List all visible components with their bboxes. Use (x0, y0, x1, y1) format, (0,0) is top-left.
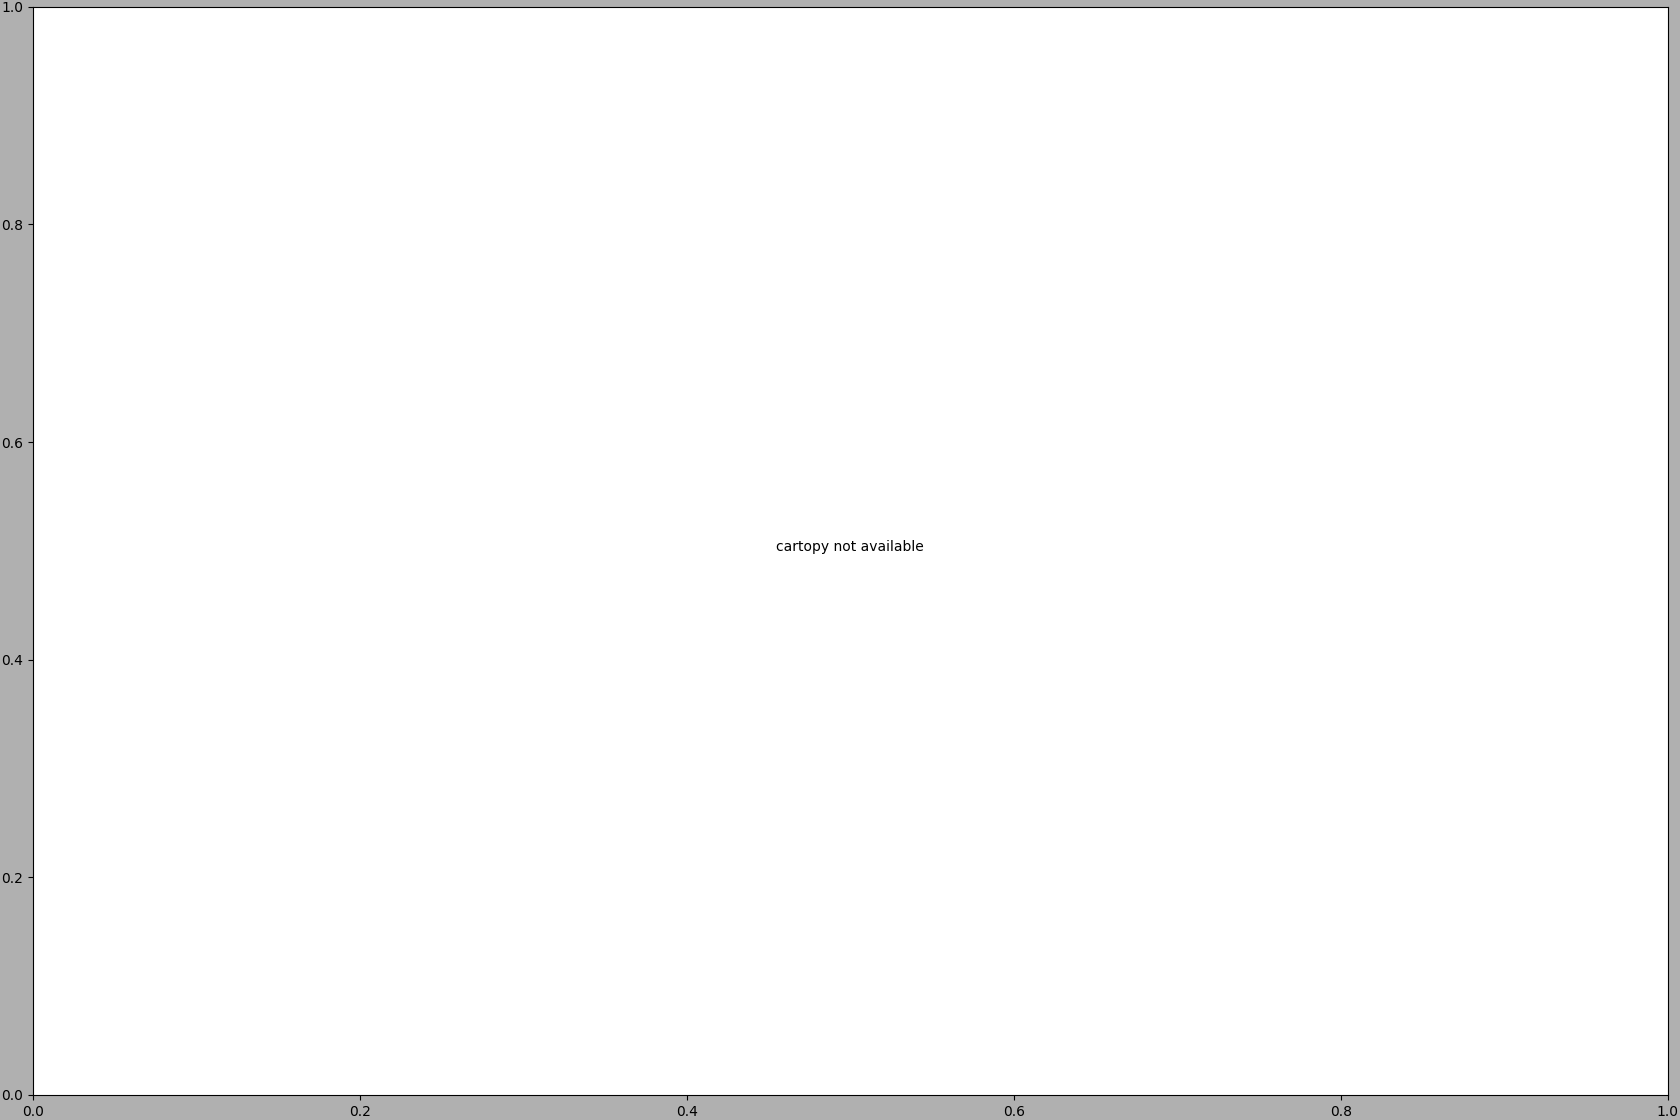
Text: cartopy not available: cartopy not available (776, 540, 924, 554)
